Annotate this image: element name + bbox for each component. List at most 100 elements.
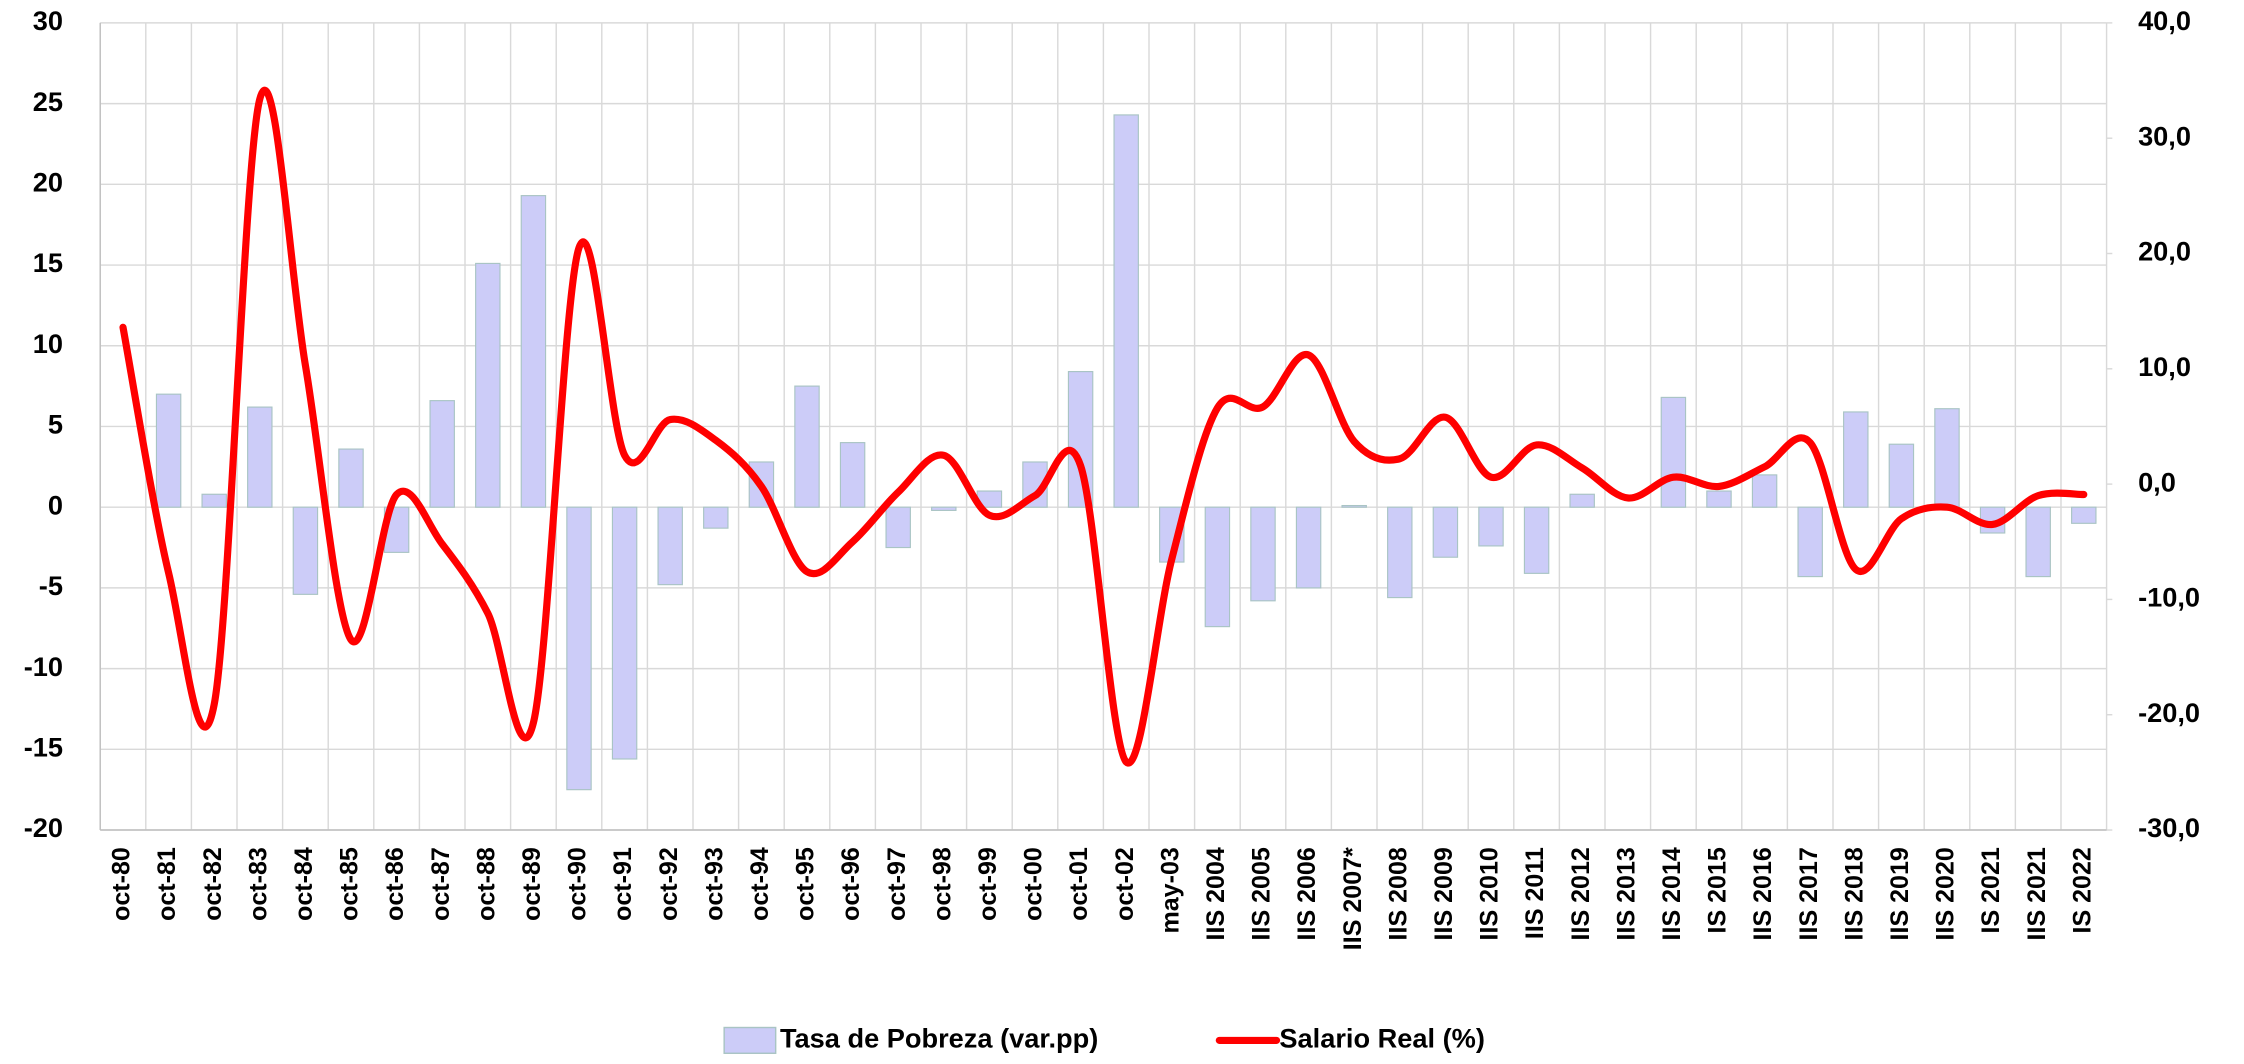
bar: [885, 506, 911, 549]
bar: [931, 506, 957, 511]
bar: [2071, 506, 2097, 524]
bar: [1843, 411, 1869, 508]
legend-swatch: [723, 1026, 777, 1054]
x-tick-label: IIS 2016: [1749, 847, 1777, 940]
bar: [1341, 504, 1367, 508]
x-tick-label: oct-87: [427, 847, 455, 921]
y-tick-label: -10: [24, 651, 63, 682]
x-tick-label: oct-89: [518, 847, 546, 921]
y-tick-label: -5: [39, 570, 63, 601]
x-tick-label: IIS 2008: [1384, 847, 1412, 940]
x-tick-label: oct-00: [1020, 847, 1048, 921]
y-tick-label: 30: [33, 5, 63, 36]
bar: [2025, 506, 2051, 578]
y-tick-label: 20: [33, 167, 63, 198]
x-tick-label: oct-91: [609, 847, 637, 921]
bar: [839, 442, 866, 508]
x-tick-label: may-03: [1156, 847, 1184, 933]
bar: [475, 262, 501, 508]
y2-tick-label: 20,0: [2138, 236, 2191, 267]
bar: [1432, 506, 1459, 558]
x-tick-label: IIS 2006: [1293, 847, 1321, 940]
bar: [429, 400, 455, 508]
y-tick-label: 5: [48, 409, 63, 440]
bar: [292, 506, 319, 595]
bar: [703, 506, 729, 529]
x-tick-label: oct-83: [244, 847, 272, 921]
bar: [1478, 506, 1504, 547]
bar: [1387, 506, 1413, 599]
x-tick-label: IS 2015: [1704, 847, 1732, 933]
x-tick-label: oct-93: [700, 847, 728, 921]
x-tick-label: oct-80: [108, 847, 136, 921]
x-tick-label: oct-98: [928, 847, 956, 921]
bar: [1250, 506, 1276, 602]
x-tick-label: oct-97: [883, 847, 911, 921]
x-tick-label: IIS 2013: [1612, 847, 1640, 940]
bar: [201, 493, 227, 508]
x-tick-label: oct-94: [746, 847, 774, 921]
x-tick-label: IIS 2020: [1932, 847, 1960, 940]
x-tick-label: oct-92: [655, 847, 683, 921]
y2-tick-label: 30,0: [2138, 120, 2191, 151]
x-tick-label: IIS 2018: [1840, 847, 1868, 940]
bar: [1295, 506, 1322, 589]
y-tick-label: -15: [24, 732, 63, 763]
bar: [1797, 506, 1823, 578]
x-tick-label: IS 2022: [2068, 847, 2096, 933]
x-tick-label: oct-01: [1065, 847, 1093, 921]
bar: [611, 506, 638, 760]
bar: [155, 393, 182, 508]
y-tick-label: 0: [48, 489, 63, 520]
y2-tick-label: -10,0: [2138, 582, 2200, 613]
bar: [1660, 396, 1687, 508]
bar: [566, 506, 592, 791]
y-tick-label: 15: [33, 247, 63, 278]
x-tick-label: oct-88: [472, 847, 500, 921]
y2-tick-label: -20,0: [2138, 697, 2200, 728]
x-tick-label: oct-99: [974, 847, 1002, 921]
bar: [1569, 493, 1595, 508]
x-tick-label: oct-96: [837, 847, 865, 921]
bar: [1888, 443, 1915, 508]
x-tick-label: IIS 2021: [2023, 847, 2051, 940]
legend: Tasa de Pobreza (var.pp) Salario Real (%): [723, 1023, 1485, 1054]
line: [119, 86, 2088, 767]
legend-label: Tasa de Pobreza (var.pp): [780, 1023, 1098, 1054]
x-tick-label: IIS 2011: [1521, 847, 1549, 939]
y2-tick-label: 10,0: [2138, 351, 2191, 382]
bar: [657, 506, 683, 586]
x-tick-label: IIS 2010: [1476, 847, 1504, 940]
x-tick-label: IS 2021: [1977, 847, 2005, 933]
y2-tick-label: 0,0: [2138, 466, 2176, 497]
x-tick-label: IIS 2017: [1795, 847, 1823, 940]
bar: [1113, 114, 1139, 508]
bar: [1706, 490, 1732, 508]
x-tick-label: oct-86: [381, 847, 409, 921]
bar: [338, 448, 364, 508]
x-tick-label: IIS 2019: [1886, 847, 1914, 940]
y-tick-label: 25: [33, 86, 63, 117]
y-tick-label: 10: [33, 328, 63, 359]
x-tick-label: IIS 2014: [1658, 847, 1686, 940]
x-tick-label: oct-81: [153, 847, 181, 921]
bar: [247, 406, 273, 508]
y2-tick-label: 40,0: [2138, 5, 2191, 36]
x-tick-label: IIS 2012: [1567, 847, 1595, 940]
legend-label: Salario Real (%): [1279, 1023, 1485, 1054]
x-tick-label: oct-90: [564, 847, 592, 921]
bar: [1204, 506, 1231, 628]
x-tick-label: oct-82: [199, 847, 227, 921]
bar: [1523, 506, 1550, 574]
x-tick-label: IIS 2009: [1430, 847, 1458, 940]
x-tick-label: oct-02: [1111, 847, 1139, 921]
bar: [1934, 408, 1960, 508]
x-tick-label: IIS 2004: [1202, 847, 1230, 940]
x-tick-label: IIS 2005: [1248, 847, 1276, 940]
y2-tick-label: -30,0: [2138, 812, 2200, 843]
bar: [1751, 474, 1778, 508]
x-tick-label: IIS 2007*: [1339, 847, 1367, 950]
x-tick-label: oct-95: [792, 847, 820, 921]
x-tick-label: oct-84: [290, 847, 318, 921]
